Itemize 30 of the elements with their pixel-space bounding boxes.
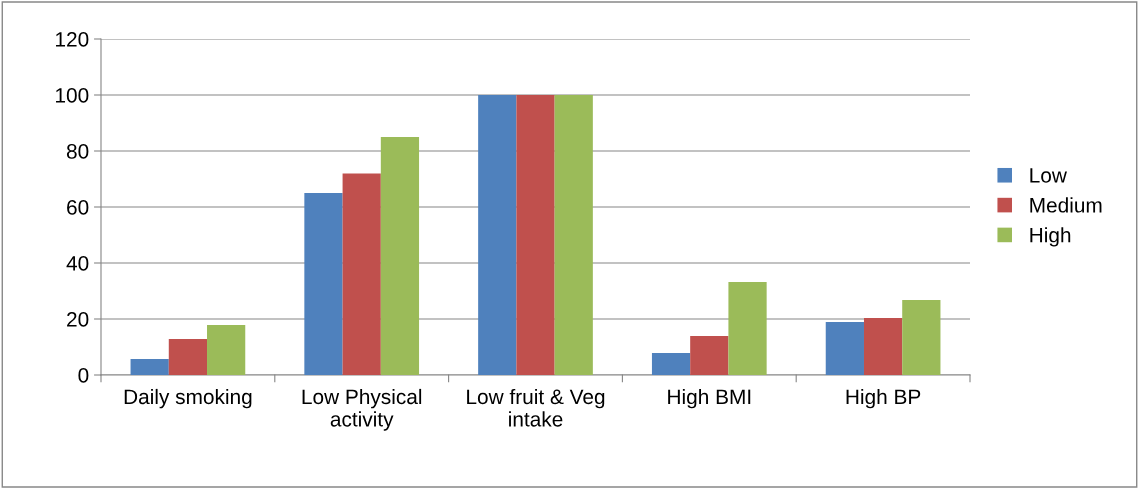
- y-tick-label: 80: [66, 144, 89, 159]
- x-tick-label: High BMI: [668, 388, 751, 409]
- bar: [516, 95, 555, 375]
- y-tick-label: 120: [56, 32, 89, 47]
- bar: [902, 299, 941, 375]
- x-tick-label: Low fruit & Veg intake: [467, 388, 605, 427]
- bar: [207, 324, 246, 375]
- legend-label: Medium: [1030, 197, 1102, 213]
- bar: [728, 282, 767, 375]
- legend-label: High: [1030, 227, 1071, 247]
- bar: [130, 359, 169, 375]
- bar: [863, 317, 903, 375]
- x-tick-label: Low Physical activity: [302, 388, 422, 431]
- y-tick-label: 60: [67, 200, 89, 215]
- legend-label: Low: [1030, 168, 1067, 183]
- bar: [304, 193, 343, 375]
- y-tick-label: 40: [66, 256, 89, 271]
- x-tick-label: Daily smoking: [124, 388, 252, 409]
- bar: [478, 95, 517, 375]
- y-tick-label: 0: [78, 368, 89, 383]
- bar: [168, 338, 208, 375]
- bar: [825, 322, 864, 375]
- x-tick-label: High BP: [846, 388, 921, 409]
- y-tick-label: 20: [67, 312, 89, 327]
- y-tick-label: 100: [56, 88, 89, 103]
- bar: [651, 352, 691, 375]
- bar: [690, 336, 729, 375]
- bar: [342, 173, 381, 375]
- bar: [554, 95, 593, 375]
- bar: [380, 137, 420, 375]
